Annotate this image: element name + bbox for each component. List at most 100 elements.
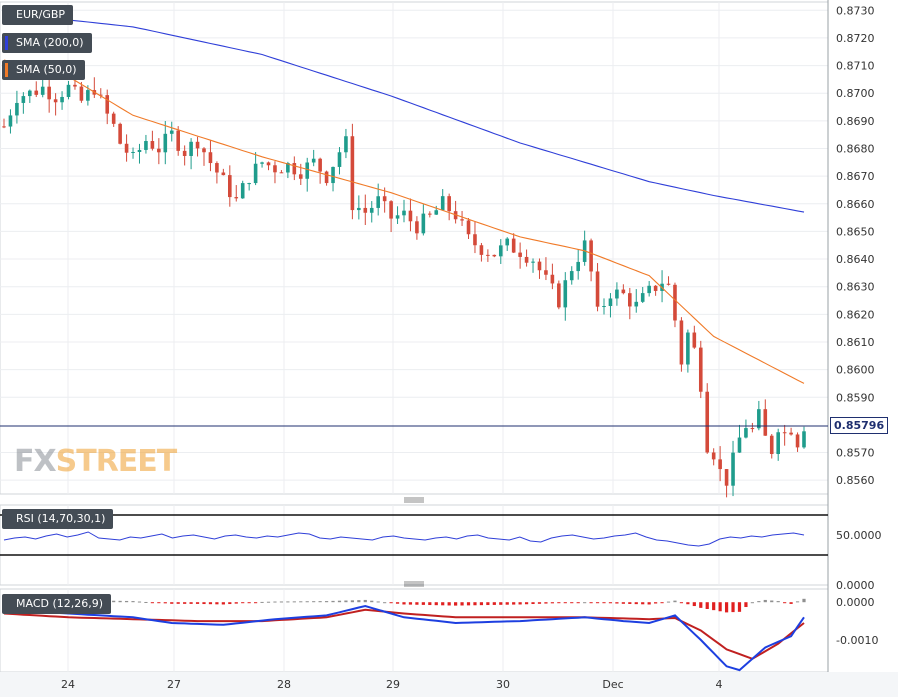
sma50-tag[interactable]: SMA (50,0)	[2, 60, 85, 80]
candle-body	[98, 94, 103, 96]
candle-body	[698, 347, 703, 392]
macd-hist-bar	[550, 602, 554, 604]
candle-body	[621, 289, 626, 294]
macd-hist-bar	[724, 602, 729, 613]
macd-hist-bar	[660, 602, 664, 604]
price-tick-label: 0.8710	[836, 60, 875, 73]
candle-body	[137, 149, 142, 153]
price-tick-label: 0.8700	[836, 87, 875, 100]
candle-body	[679, 320, 684, 365]
macd-hist-bar	[744, 602, 748, 608]
candle-body	[305, 162, 310, 179]
macd-hist-bar	[363, 599, 367, 603]
sma200-swatch	[5, 36, 8, 50]
candle-body	[208, 152, 213, 164]
macd-hist-bar	[673, 600, 677, 603]
price-tick-label: 0.8680	[836, 142, 875, 155]
macd-hist-bar	[531, 602, 535, 605]
candle-body	[653, 285, 658, 291]
macd-hist-bar	[260, 601, 264, 603]
candle-body	[195, 141, 200, 149]
price-tick-label: 0.8630	[836, 281, 875, 294]
macd-hist-bar	[357, 600, 361, 603]
candle-body	[434, 210, 439, 215]
macd-hist-bar	[247, 602, 251, 604]
macd-hist-bar	[770, 600, 774, 603]
macd-hist-bar	[654, 602, 658, 604]
macd-hist-bar	[795, 601, 800, 603]
macd-hist-bar	[344, 600, 348, 603]
candle-body	[260, 162, 264, 164]
macd-hist-bar	[473, 602, 477, 606]
candle-body	[563, 280, 568, 308]
macd-tag[interactable]: MACD (12,26,9)	[2, 594, 112, 614]
sma50-label: SMA (50,0)	[16, 63, 77, 76]
macd-hist-bar	[686, 602, 690, 605]
macd-hist-bar	[124, 600, 129, 603]
candle-body	[428, 213, 432, 215]
sma200-tag[interactable]: SMA (200,0)	[2, 33, 92, 53]
candle-body	[666, 283, 671, 285]
candle-body	[131, 152, 135, 154]
candle-body	[15, 102, 19, 116]
candle-body	[344, 136, 348, 153]
candle-body	[686, 332, 690, 365]
candle-body	[647, 285, 651, 294]
candle-body	[402, 210, 406, 216]
time-tick-label: 28	[277, 678, 291, 691]
fxstreet-logo: FXSTREET	[14, 444, 177, 479]
macd-hist-bar	[337, 600, 342, 603]
candle-body	[795, 434, 800, 448]
macd-hist-bar	[305, 601, 309, 603]
sma200-label: SMA (200,0)	[16, 36, 84, 49]
candle-body	[298, 174, 303, 179]
candle-body	[640, 293, 645, 302]
macd-hist-bar	[512, 602, 516, 605]
macd-hist-bar	[505, 602, 509, 605]
macd-hist-bar	[757, 601, 761, 603]
candle-body	[331, 166, 335, 184]
candle-body	[389, 201, 393, 219]
macd-hist-bar	[763, 599, 767, 603]
macd-tick-label: 0.0000	[836, 596, 875, 609]
candle-body	[350, 136, 355, 211]
candle-body	[66, 84, 71, 97]
macd-hist-bar	[466, 602, 471, 606]
sma50-swatch	[5, 63, 8, 77]
candle-body	[802, 431, 806, 448]
time-tick-label: 30	[496, 678, 510, 691]
candle-body	[279, 172, 284, 174]
price-tick-label: 0.8640	[836, 253, 875, 266]
candle-body	[589, 240, 593, 272]
candle-body	[189, 141, 193, 156]
price-tick-label: 0.8600	[836, 364, 875, 377]
macd-hist-bar	[712, 602, 716, 611]
sma200-line	[3, 12, 805, 213]
macd-hist-bar	[441, 602, 445, 606]
price-tick-label: 0.8570	[836, 447, 875, 460]
macd-hist-bar	[157, 602, 161, 604]
macd-hist-bar	[718, 602, 722, 612]
macd-hist-bar	[666, 601, 671, 603]
symbol-tag[interactable]: EUR/GBP	[2, 5, 74, 25]
candle-body	[473, 234, 477, 246]
candle-body	[363, 207, 368, 213]
macd-hist-bar	[576, 602, 580, 604]
macd-hist-bar	[202, 602, 206, 605]
candle-body	[369, 207, 374, 213]
macd-hist-bar	[492, 602, 496, 605]
macd-hist-bar	[563, 602, 567, 604]
rsi-tag[interactable]: RSI (14,70,30,1)	[2, 509, 114, 529]
candle-body	[421, 213, 426, 234]
candle-body	[376, 196, 380, 208]
candle-body	[157, 148, 161, 153]
candle-body	[498, 245, 503, 257]
candle-body	[144, 141, 148, 150]
macd-line	[3, 604, 805, 672]
macd-signal-line	[3, 608, 805, 660]
macd-hist-bar	[615, 602, 619, 604]
candle-body	[705, 391, 710, 453]
macd-hist-bar	[112, 600, 116, 603]
candle-body	[466, 220, 471, 235]
